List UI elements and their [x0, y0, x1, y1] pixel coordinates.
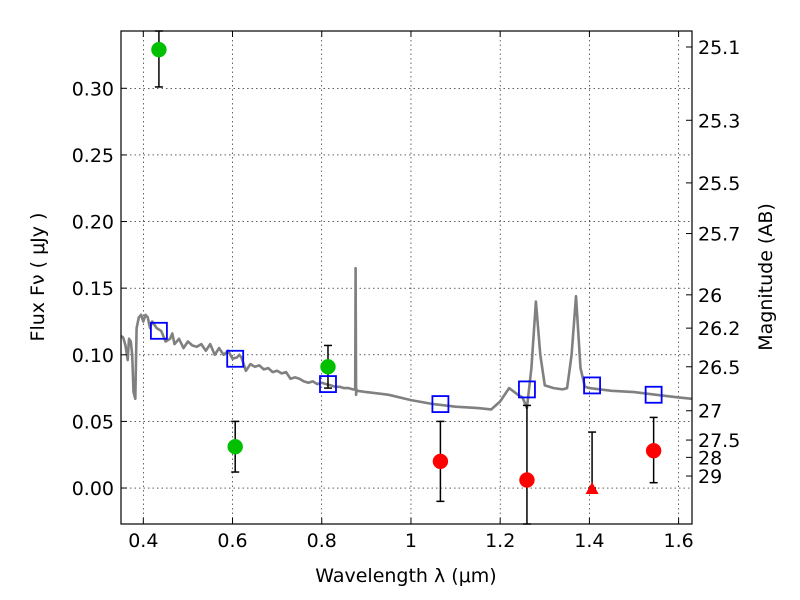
data-markers	[150, 41, 663, 495]
model-flux-square	[644, 385, 663, 404]
y-tick-label: 0.00	[72, 478, 114, 500]
data-point-green	[151, 41, 167, 58]
data-point-red	[645, 442, 662, 459]
data-point-red	[432, 453, 449, 470]
data-point-green	[227, 438, 243, 455]
magnitude-tick-label: 26.5	[698, 357, 740, 379]
x-tick-label: 1.6	[664, 530, 694, 552]
y-tick-label: 0.30	[72, 78, 114, 100]
plot-frame	[120, 30, 693, 525]
x-tick-label: 1.2	[485, 530, 515, 552]
y-tick-label: 0.20	[72, 212, 114, 234]
model-flux-square	[583, 376, 601, 395]
model-flux-square	[150, 321, 168, 340]
y-tick-label: 0.10	[72, 345, 114, 367]
magnitude-tick-label: 28	[698, 447, 722, 469]
y-axis-label-left: Flux Fν ( μJy )	[27, 213, 49, 342]
x-tick-label: 1	[405, 530, 417, 552]
magnitude-tick-label: 25.1	[698, 37, 740, 59]
upper-limit-point	[585, 482, 599, 495]
x-tick-label: 0.8	[307, 530, 337, 552]
magnitude-tick-label: 25.7	[698, 224, 740, 246]
model-flux-square	[226, 349, 245, 368]
x-tick-label: 0.4	[128, 530, 158, 552]
y-tick-label: 0.05	[72, 411, 114, 433]
data-point-green	[320, 359, 336, 375]
data-point-red	[519, 472, 535, 488]
model-flux-square	[319, 375, 337, 393]
magnitude-tick-label: 25.5	[698, 173, 740, 195]
plot-background	[121, 31, 692, 524]
y-tick-label: 0.25	[72, 145, 114, 167]
x-tick-label: 0.6	[217, 530, 247, 552]
x-tick-label: 1.4	[574, 530, 604, 552]
magnitude-tick-label: 29	[698, 466, 722, 488]
magnitude-tick-label: 26.2	[698, 318, 740, 340]
model-flux-square	[518, 380, 536, 399]
magnitude-tick-label: 27.5	[698, 430, 740, 452]
axis-ticks: 0.4 0.6 0.8 1 1.2 1.4 1.6 0.00 0.05 0.10 0.15 0.20 0…	[72, 31, 740, 552]
magnitude-tick-label: 27	[698, 401, 722, 423]
x-axis-label: Wavelength λ (μm)	[315, 565, 496, 587]
y-axis-label-right: Magnitude (AB)	[755, 203, 777, 351]
model-flux-square	[431, 395, 450, 413]
magnitude-tick-label: 26	[698, 285, 722, 307]
y-tick-label: 0.15	[72, 278, 114, 300]
magnitude-tick-label: 25.3	[698, 110, 740, 132]
